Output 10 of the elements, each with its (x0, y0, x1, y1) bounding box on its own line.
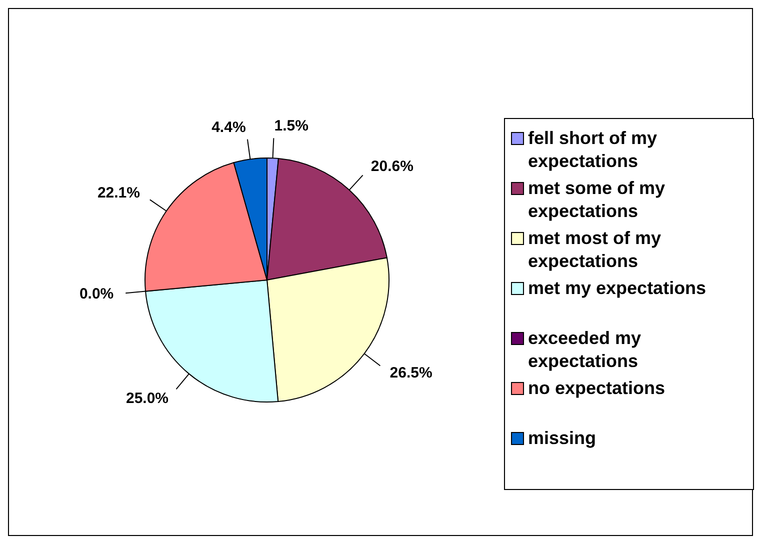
data-label: 4.4% (212, 118, 246, 136)
data-label: 26.5% (390, 364, 432, 382)
legend-label: missing (528, 427, 596, 450)
data-label: 22.1% (97, 184, 140, 202)
data-label: 25.0% (126, 390, 169, 407)
data-label: 1.5% (274, 118, 308, 135)
text: 0.0% (79, 286, 114, 303)
data-label: 20.6% (370, 158, 414, 175)
legend-label: no expectations (528, 377, 666, 400)
legend-label: met my expectations (528, 277, 706, 300)
